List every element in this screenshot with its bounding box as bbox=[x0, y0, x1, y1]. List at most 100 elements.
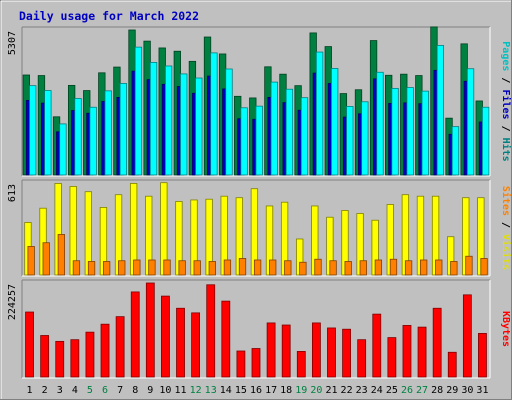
panel-hits-files-pages: 5307 Pages / Files / Hits bbox=[7, 26, 512, 177]
bar-sites-24 bbox=[374, 259, 383, 276]
bar-pages-27 bbox=[421, 90, 429, 176]
x-tick-label-14: 14 bbox=[220, 385, 232, 396]
bar-pages-15 bbox=[240, 107, 248, 176]
x-tick-label-17: 17 bbox=[265, 385, 277, 396]
legend-entry: / bbox=[500, 120, 511, 138]
x-tick-label-24: 24 bbox=[371, 385, 383, 396]
bars bbox=[22, 26, 490, 176]
bar-kbytes-15 bbox=[236, 350, 246, 378]
legend: Pages / Files / Hits bbox=[500, 41, 512, 161]
bar-pages-29 bbox=[451, 126, 460, 176]
bar-pages-21 bbox=[331, 68, 339, 176]
bar-pages-9 bbox=[149, 62, 158, 176]
bar-sites-7 bbox=[118, 260, 126, 276]
x-tick-label-18: 18 bbox=[280, 385, 292, 396]
bar-sites-12 bbox=[193, 260, 201, 276]
bar-kbytes-8 bbox=[130, 291, 140, 378]
legend-entry: Pages bbox=[500, 41, 511, 71]
bar-pages-30 bbox=[466, 68, 475, 176]
bar-kbytes-16 bbox=[251, 348, 261, 378]
x-tick-label-21: 21 bbox=[325, 385, 337, 396]
bar-sites-15 bbox=[238, 258, 247, 276]
bar-kbytes-17 bbox=[266, 322, 276, 378]
bar-sites-23 bbox=[359, 260, 367, 276]
bar-kbytes-3 bbox=[55, 340, 65, 378]
bar-pages-19 bbox=[300, 97, 309, 176]
bar-sites-5 bbox=[87, 261, 96, 276]
bar-kbytes-18 bbox=[281, 324, 291, 378]
bar-sites-10 bbox=[163, 259, 171, 276]
y-max-label: 5307 bbox=[7, 31, 18, 55]
x-tick-label-16: 16 bbox=[250, 385, 262, 396]
bar-pages-6 bbox=[104, 90, 112, 176]
bars bbox=[24, 182, 488, 276]
x-tick-label-13: 13 bbox=[205, 385, 217, 396]
bar-kbytes-7 bbox=[115, 316, 125, 378]
bar-sites-8 bbox=[133, 259, 141, 276]
x-tick-label-26: 26 bbox=[401, 385, 413, 396]
legend-entry: Visits bbox=[500, 234, 512, 270]
bar-kbytes-27 bbox=[417, 326, 427, 378]
bar-sites-21 bbox=[329, 260, 337, 276]
panel-kbytes: 224257 KBytes bbox=[7, 279, 511, 379]
bar-kbytes-19 bbox=[296, 351, 306, 378]
x-tick-label-25: 25 bbox=[386, 385, 398, 396]
x-tick-label-6: 6 bbox=[102, 385, 108, 396]
bar-kbytes-24 bbox=[372, 313, 382, 378]
x-tick-label-15: 15 bbox=[235, 385, 247, 396]
x-tick-label-11: 11 bbox=[174, 385, 186, 396]
bar-kbytes-31 bbox=[478, 333, 487, 378]
bar-kbytes-6 bbox=[100, 323, 110, 378]
bar-kbytes-5 bbox=[85, 331, 95, 378]
bar-kbytes-10 bbox=[161, 295, 170, 378]
x-tick-label-28: 28 bbox=[431, 385, 443, 396]
bar-pages-13 bbox=[210, 52, 218, 176]
series-sites bbox=[27, 234, 488, 276]
legend-entry: Files bbox=[500, 89, 512, 119]
bar-pages-7 bbox=[119, 83, 127, 176]
legend-entry: Hits bbox=[500, 138, 512, 162]
x-tick-label-8: 8 bbox=[132, 385, 138, 396]
chart-title: Daily usage for March 2022 bbox=[19, 9, 199, 23]
x-tick-label-12: 12 bbox=[190, 385, 202, 396]
bar-kbytes-14 bbox=[221, 300, 231, 378]
bar-kbytes-26 bbox=[402, 325, 412, 378]
bar-pages-26 bbox=[406, 87, 414, 176]
legend-entry: KBytes bbox=[500, 311, 511, 347]
bar-pages-5 bbox=[89, 106, 97, 176]
bar-sites-17 bbox=[269, 259, 277, 276]
bar-sites-2 bbox=[42, 242, 50, 276]
x-tick-label-22: 22 bbox=[341, 385, 353, 396]
bar-kbytes-11 bbox=[176, 307, 185, 378]
bar-kbytes-25 bbox=[387, 337, 397, 378]
legend: Sites / Visits bbox=[500, 186, 512, 270]
series-pages bbox=[29, 45, 490, 176]
bars bbox=[25, 282, 487, 378]
bar-sites-13 bbox=[208, 261, 216, 276]
bar-pages-14 bbox=[225, 68, 233, 176]
bar-kbytes-4 bbox=[70, 339, 80, 378]
bar-kbytes-9 bbox=[145, 282, 155, 378]
bar-pages-17 bbox=[270, 81, 278, 176]
bar-pages-2 bbox=[44, 90, 52, 176]
bar-kbytes-13 bbox=[206, 284, 216, 378]
bar-sites-22 bbox=[344, 261, 352, 276]
bar-kbytes-21 bbox=[327, 327, 336, 378]
bar-pages-11 bbox=[180, 73, 188, 176]
bar-pages-12 bbox=[195, 77, 203, 176]
bar-kbytes-2 bbox=[40, 335, 50, 378]
bar-sites-26 bbox=[404, 260, 413, 276]
bar-kbytes-30 bbox=[462, 294, 472, 378]
legend: KBytes bbox=[500, 311, 511, 347]
bar-sites-27 bbox=[420, 259, 428, 276]
x-tick-label-1: 1 bbox=[27, 385, 33, 396]
bar-pages-16 bbox=[255, 105, 263, 176]
bar-sites-1 bbox=[27, 246, 35, 276]
bar-pages-25 bbox=[391, 87, 399, 176]
x-tick-label-7: 7 bbox=[117, 385, 123, 396]
legend-entry: Sites bbox=[500, 186, 512, 216]
x-tick-label-5: 5 bbox=[87, 385, 93, 396]
bar-pages-24 bbox=[376, 71, 384, 176]
